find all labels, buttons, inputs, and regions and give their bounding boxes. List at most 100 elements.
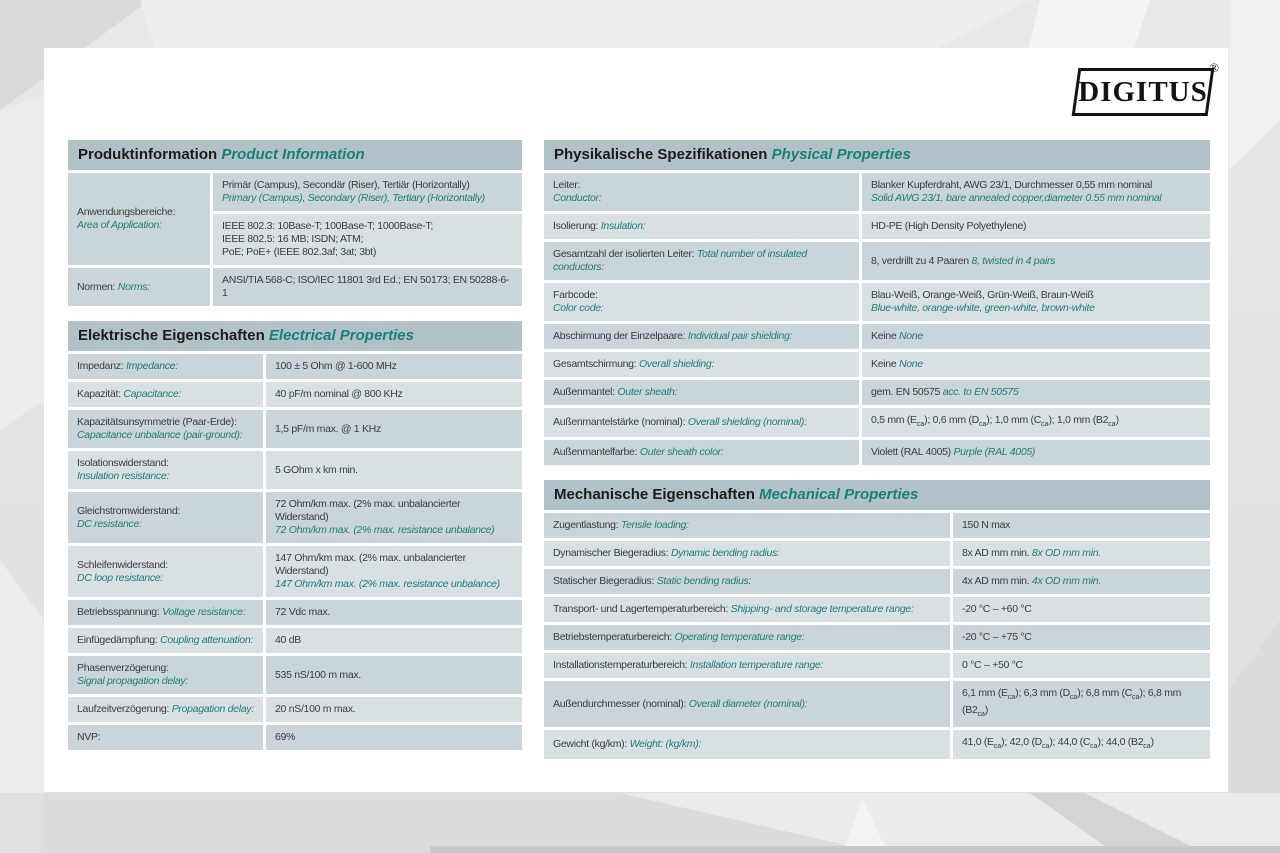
text-de: Installationstemperaturbereich: xyxy=(553,659,688,672)
text-en: Overall shielding (nominal): xyxy=(687,416,807,429)
text-de-subscript: ca xyxy=(1007,694,1016,702)
text-en: None xyxy=(898,358,923,370)
row-value: Violett (RAL 4005) Purple (RAL 4005) xyxy=(862,440,1210,466)
text-de: 6,1 mm (E xyxy=(962,687,1008,700)
text-de: Isolationswiderstand: xyxy=(77,457,169,469)
row-label: Phasenverzögerung: Signal propagation del… xyxy=(68,656,263,694)
text-de: Leiter: xyxy=(553,179,581,191)
row-value-stack: Primär (Campus), Secondär (Riser), Terti… xyxy=(213,173,522,265)
row-value-stack: 6,1 mm (Eca); 6,3 mm (Dca); 6,8 mm (Cca)… xyxy=(953,681,1210,728)
text-line: 8x AD mm min. 8x OD mm min. xyxy=(962,547,1201,560)
text-en: Installation temperature range: xyxy=(689,659,824,672)
text-en: Primary (Campus), Secondary (Riser), Ter… xyxy=(222,192,485,204)
row-value: 1,5 pF/m max. @ 1 KHz xyxy=(266,410,522,448)
row-label: Impedanz: Impedance: xyxy=(68,354,263,379)
text-line: Farbcode: xyxy=(553,289,850,302)
table-row: Kapazität: Capacitance: 40 pF/m nominal @… xyxy=(68,382,522,407)
row-value-stack: 40 dB xyxy=(266,628,522,653)
text-line: Blau-Weiß, Orange-Weiß, Grün-Weiß, Braun… xyxy=(871,289,1201,302)
text-de: 8, verdrillt zu 4 Paaren xyxy=(871,254,969,267)
text-de: ANSI/TIA 568-C; ISO/IEC 11801 3rd Ed.; E… xyxy=(222,274,510,299)
text-de: 4x AD mm min. xyxy=(962,575,1030,588)
table-row: Einfügedämpfung: Coupling attenuation: 40… xyxy=(68,628,522,653)
text-line: Normen: Norms: xyxy=(77,281,201,294)
row-value-stack: Blanker Kupferdraht, AWG 23/1, Durchmess… xyxy=(862,173,1210,211)
row-label: Kapazität: Capacitance: xyxy=(68,382,263,407)
table-row: Impedanz: Impedance: 100 ± 5 Ohm @ 1-600 … xyxy=(68,354,522,379)
text-line: Insulation resistance: xyxy=(77,470,254,483)
text-line: Conductor: xyxy=(553,192,850,205)
text-de: Gleichstromwiderstand: xyxy=(77,504,181,517)
table-row: Statischer Biegeradius: Static bending r… xyxy=(544,569,1210,595)
text-line: 20 nS/100 m max. xyxy=(275,703,513,716)
section-title-en: Product Information xyxy=(221,146,365,163)
table-row: Betriebsspannung: Voltage resistance: 72 … xyxy=(68,600,522,625)
table-row: Dynamischer Biegeradius: Dynamic bending… xyxy=(544,541,1210,567)
row-label: NVP: xyxy=(68,725,263,750)
text-de-subscript: ca xyxy=(1041,421,1049,429)
row-value-stack: 20 nS/100 m max. xyxy=(266,697,522,722)
table-row: Isolierung: Insulation: HD-PE (High Densi… xyxy=(544,214,1210,239)
text-de: Gesamtschirmung: xyxy=(553,358,637,370)
row-value: Primär (Campus), Secondär (Riser), Terti… xyxy=(213,173,522,211)
row-label: Außenmantelstärke (nominal): Overall shi… xyxy=(544,408,859,438)
row-label: Gesamtzahl der isolierten Leiter: Total … xyxy=(544,242,859,280)
text-en: Static bending radius: xyxy=(656,575,752,588)
row-label: Anwendungsbereiche: Area of Application: xyxy=(68,173,210,265)
text-line: 40 dB xyxy=(275,634,513,647)
table-row: Laufzeitverzögerung: Propagation delay: 2… xyxy=(68,697,522,722)
text-en: acc. to EN 50575 xyxy=(942,386,1019,398)
registered-mark-icon: ® xyxy=(1209,60,1219,75)
row-label: Isolierung: Insulation: xyxy=(544,214,859,239)
text-de-subscript: ca xyxy=(993,743,1002,751)
text-de: ); 44,0 (C xyxy=(1049,736,1091,749)
row-value-stack: 147 Ohm/km max. (2% max. unbalancierter … xyxy=(266,546,522,597)
table-row: Schleifenwiderstand: DC loop resistance: 1… xyxy=(68,546,522,597)
text-line: Installationstemperaturbereich: Installa… xyxy=(553,659,941,672)
text-line: Primary (Campus), Secondary (Riser), Ter… xyxy=(222,192,513,205)
row-value: -20 °C – +75 °C xyxy=(953,625,1210,651)
row-value-stack: 41,0 (Eca); 42,0 (Dca); 44,0 (Cca); 44,0… xyxy=(953,730,1210,760)
text-de: ) xyxy=(1115,414,1120,426)
text-en: 72 Ohm/km max. (2% max. resistance unbal… xyxy=(275,524,495,536)
row-value: 0 °C – +50 °C xyxy=(953,653,1210,679)
text-en: Individual pair shielding: xyxy=(687,330,793,342)
text-de: HD-PE (High Density Polyethylene) xyxy=(871,220,1027,232)
text-line: Phasenverzögerung: xyxy=(77,662,254,675)
row-value: 4x AD mm min. 4x OD mm min. xyxy=(953,569,1210,595)
text-line: Isolationswiderstand: xyxy=(77,457,254,470)
text-line: IEEE 802.3: 10Base-T; 100Base-T; 1000Bas… xyxy=(222,220,513,233)
table-row: Außenmantelfarbe: Outer sheath color: Vio… xyxy=(544,440,1210,466)
row-value: 72 Ohm/km max. (2% max. unbalancierter W… xyxy=(266,492,522,543)
text-de-subscript: ca xyxy=(916,421,925,429)
row-label: Isolationswiderstand: Insulation resistan… xyxy=(68,451,263,489)
section-header: Physikalische Spezifikationen Physical P… xyxy=(544,140,1210,170)
row-value-stack: 0 °C – +50 °C xyxy=(953,653,1210,679)
text-line: Außenmantelfarbe: Outer sheath color: xyxy=(553,446,850,459)
table-row: Installationstemperaturbereich: Installa… xyxy=(544,653,1210,679)
text-line: Leiter: xyxy=(553,179,850,192)
text-line: Keine None xyxy=(871,358,1201,371)
text-en: Conductor: xyxy=(553,192,602,204)
table-row: Außenmantelstärke (nominal): Overall shi… xyxy=(544,408,1210,438)
text-de: 0 °C – +50 °C xyxy=(962,659,1023,672)
text-line: 150 N max xyxy=(962,519,1201,532)
row-label: Außenmantelfarbe: Outer sheath color: xyxy=(544,440,859,466)
row-value-stack: ANSI/TIA 568-C; ISO/IEC 11801 3rd Ed.; E… xyxy=(213,268,522,306)
text-en: DC resistance: xyxy=(77,517,142,530)
text-line: 1,5 pF/m max. @ 1 KHz xyxy=(275,423,513,436)
table-row: Normen: Norms: ANSI/TIA 568-C; ISO/IEC 11… xyxy=(68,268,522,306)
text-de: ); 6,8 mm (B2 xyxy=(962,687,1182,717)
text-line: Laufzeitverzögerung: Propagation delay: xyxy=(77,703,254,716)
text-en: 147 Ohm/km max. (2% max. resistance unba… xyxy=(275,578,500,590)
text-de: 8x AD mm min. xyxy=(962,547,1030,560)
row-value: 147 Ohm/km max. (2% max. unbalancierter … xyxy=(266,546,522,597)
row-value: Blau-Weiß, Orange-Weiß, Grün-Weiß, Braun… xyxy=(862,283,1210,321)
text-de: 0,5 mm (E xyxy=(871,414,917,426)
text-line: Area of Application: xyxy=(77,219,201,232)
text-de: 20 nS/100 m max. xyxy=(275,703,356,715)
text-line: 147 Ohm/km max. (2% max. resistance unba… xyxy=(275,578,513,591)
text-line: Color code: xyxy=(553,302,850,315)
text-line: Capacitance unbalance (pair-ground): xyxy=(77,429,254,442)
